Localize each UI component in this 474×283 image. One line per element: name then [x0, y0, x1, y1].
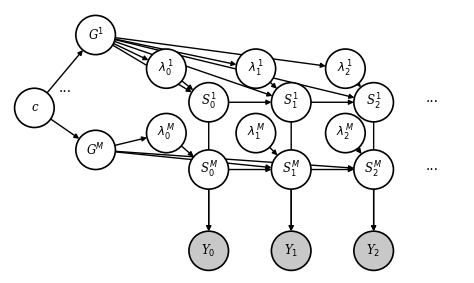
Text: ···: ···: [426, 162, 439, 177]
Text: Y$_0$: Y$_0$: [201, 243, 216, 259]
Ellipse shape: [272, 83, 311, 122]
Text: S$_2^{\,1}$: S$_2^{\,1}$: [365, 92, 382, 112]
Ellipse shape: [15, 88, 54, 127]
Text: ···: ···: [58, 85, 72, 99]
Ellipse shape: [189, 231, 228, 270]
Text: $\lambda_0^{\,M}$: $\lambda_0^{\,M}$: [157, 123, 175, 143]
Ellipse shape: [76, 15, 116, 55]
Text: $\lambda_1^{\,1}$: $\lambda_1^{\,1}$: [248, 59, 264, 79]
Text: $\lambda_1^{\,M}$: $\lambda_1^{\,M}$: [246, 123, 265, 143]
Ellipse shape: [189, 150, 228, 189]
Ellipse shape: [76, 130, 116, 170]
Ellipse shape: [146, 113, 186, 153]
Text: G$^{\mathit{1}}$: G$^{\mathit{1}}$: [88, 27, 104, 43]
Text: S$_0^{\,1}$: S$_0^{\,1}$: [201, 92, 217, 112]
Text: $\lambda_2^{\,M}$: $\lambda_2^{\,M}$: [336, 123, 355, 143]
Ellipse shape: [354, 150, 393, 189]
Ellipse shape: [326, 49, 365, 88]
Ellipse shape: [272, 150, 311, 189]
Text: $\lambda_2^{\,1}$: $\lambda_2^{\,1}$: [337, 59, 354, 79]
Ellipse shape: [146, 49, 186, 88]
Text: ···: ···: [426, 95, 439, 109]
Text: Y$_1$: Y$_1$: [284, 243, 298, 259]
Ellipse shape: [354, 231, 393, 270]
Ellipse shape: [236, 49, 276, 88]
Ellipse shape: [354, 83, 393, 122]
Ellipse shape: [236, 113, 276, 153]
Text: G$^{\mathit{M}}$: G$^{\mathit{M}}$: [86, 142, 105, 158]
Text: S$_1^{\,1}$: S$_1^{\,1}$: [283, 92, 299, 112]
Text: S$_0^{\,M}$: S$_0^{\,M}$: [200, 160, 218, 180]
Ellipse shape: [189, 83, 228, 122]
Text: c: c: [31, 101, 38, 114]
Text: $\lambda_0^{\,1}$: $\lambda_0^{\,1}$: [158, 59, 174, 79]
Text: S$_1^{\,M}$: S$_1^{\,M}$: [282, 160, 301, 180]
Ellipse shape: [326, 113, 365, 153]
Text: S$_2^{\,M}$: S$_2^{\,M}$: [365, 160, 383, 180]
Ellipse shape: [272, 231, 311, 270]
Text: Y$_2$: Y$_2$: [366, 243, 381, 259]
